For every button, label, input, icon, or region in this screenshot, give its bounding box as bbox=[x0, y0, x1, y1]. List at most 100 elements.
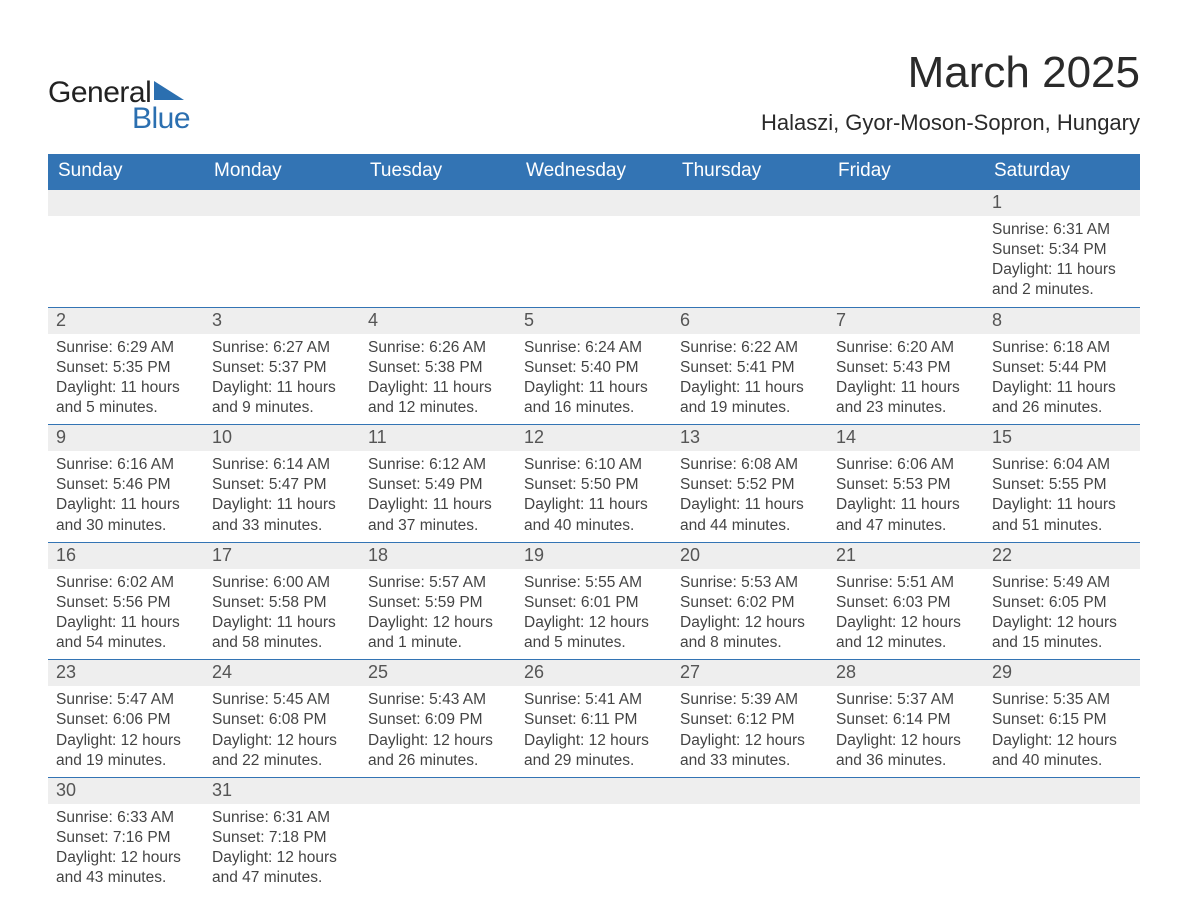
calendar-cell: 6Sunrise: 6:22 AMSunset: 5:41 PMDaylight… bbox=[672, 307, 828, 425]
day-number: 17 bbox=[204, 543, 360, 569]
day-data: Sunrise: 6:06 AMSunset: 5:53 PMDaylight:… bbox=[828, 451, 984, 542]
day-number bbox=[516, 778, 672, 804]
weekday-header: Friday bbox=[828, 154, 984, 190]
sunrise-line: Sunrise: 6:06 AM bbox=[836, 455, 976, 475]
day-number: 19 bbox=[516, 543, 672, 569]
sunrise-line: Sunrise: 5:53 AM bbox=[680, 573, 820, 593]
calendar-cell bbox=[360, 190, 516, 307]
sunrise-line: Sunrise: 5:37 AM bbox=[836, 690, 976, 710]
day-number: 14 bbox=[828, 425, 984, 451]
calendar-cell: 14Sunrise: 6:06 AMSunset: 5:53 PMDayligh… bbox=[828, 425, 984, 543]
day-number: 4 bbox=[360, 308, 516, 334]
daylight-line: Daylight: 11 hours and 44 minutes. bbox=[680, 495, 820, 535]
day-number: 30 bbox=[48, 778, 204, 804]
sunset-line: Sunset: 6:06 PM bbox=[56, 710, 196, 730]
calendar-cell: 31Sunrise: 6:31 AMSunset: 7:18 PMDayligh… bbox=[204, 777, 360, 894]
day-number: 22 bbox=[984, 543, 1140, 569]
sunset-line: Sunset: 5:44 PM bbox=[992, 358, 1132, 378]
day-number: 18 bbox=[360, 543, 516, 569]
weekday-header-row: SundayMondayTuesdayWednesdayThursdayFrid… bbox=[48, 154, 1140, 190]
day-data: Sunrise: 6:14 AMSunset: 5:47 PMDaylight:… bbox=[204, 451, 360, 542]
sunset-line: Sunset: 5:59 PM bbox=[368, 593, 508, 613]
sunrise-line: Sunrise: 6:31 AM bbox=[992, 220, 1132, 240]
daylight-line: Daylight: 12 hours and 40 minutes. bbox=[992, 731, 1132, 771]
sunset-line: Sunset: 6:02 PM bbox=[680, 593, 820, 613]
calendar-cell: 28Sunrise: 5:37 AMSunset: 6:14 PMDayligh… bbox=[828, 660, 984, 778]
day-number: 27 bbox=[672, 660, 828, 686]
day-number bbox=[48, 190, 204, 216]
sunrise-line: Sunrise: 6:18 AM bbox=[992, 338, 1132, 358]
daylight-line: Daylight: 12 hours and 47 minutes. bbox=[212, 848, 352, 888]
sunrise-line: Sunrise: 6:02 AM bbox=[56, 573, 196, 593]
sunset-line: Sunset: 5:52 PM bbox=[680, 475, 820, 495]
calendar-cell bbox=[672, 190, 828, 307]
sunrise-line: Sunrise: 6:29 AM bbox=[56, 338, 196, 358]
day-data bbox=[984, 804, 1140, 882]
day-data: Sunrise: 5:53 AMSunset: 6:02 PMDaylight:… bbox=[672, 569, 828, 660]
calendar-cell bbox=[984, 777, 1140, 894]
day-number bbox=[360, 190, 516, 216]
calendar-cell: 25Sunrise: 5:43 AMSunset: 6:09 PMDayligh… bbox=[360, 660, 516, 778]
day-data: Sunrise: 6:24 AMSunset: 5:40 PMDaylight:… bbox=[516, 334, 672, 425]
day-number bbox=[672, 778, 828, 804]
day-data: Sunrise: 6:16 AMSunset: 5:46 PMDaylight:… bbox=[48, 451, 204, 542]
sunset-line: Sunset: 5:49 PM bbox=[368, 475, 508, 495]
sunset-line: Sunset: 6:14 PM bbox=[836, 710, 976, 730]
daylight-line: Daylight: 11 hours and 47 minutes. bbox=[836, 495, 976, 535]
sunrise-line: Sunrise: 6:20 AM bbox=[836, 338, 976, 358]
day-number: 2 bbox=[48, 308, 204, 334]
sunset-line: Sunset: 6:05 PM bbox=[992, 593, 1132, 613]
daylight-line: Daylight: 11 hours and 30 minutes. bbox=[56, 495, 196, 535]
day-number: 5 bbox=[516, 308, 672, 334]
header: General Blue March 2025 Halaszi, Gyor-Mo… bbox=[48, 48, 1140, 136]
calendar-cell: 7Sunrise: 6:20 AMSunset: 5:43 PMDaylight… bbox=[828, 307, 984, 425]
calendar-table: SundayMondayTuesdayWednesdayThursdayFrid… bbox=[48, 154, 1140, 894]
daylight-line: Daylight: 11 hours and 2 minutes. bbox=[992, 260, 1132, 300]
day-data: Sunrise: 5:51 AMSunset: 6:03 PMDaylight:… bbox=[828, 569, 984, 660]
calendar-cell: 21Sunrise: 5:51 AMSunset: 6:03 PMDayligh… bbox=[828, 542, 984, 660]
sunrise-line: Sunrise: 5:35 AM bbox=[992, 690, 1132, 710]
logo-text-blue: Blue bbox=[132, 102, 190, 136]
day-data: Sunrise: 6:02 AMSunset: 5:56 PMDaylight:… bbox=[48, 569, 204, 660]
sunrise-line: Sunrise: 5:43 AM bbox=[368, 690, 508, 710]
daylight-line: Daylight: 11 hours and 5 minutes. bbox=[56, 378, 196, 418]
sunrise-line: Sunrise: 6:16 AM bbox=[56, 455, 196, 475]
sunrise-line: Sunrise: 5:49 AM bbox=[992, 573, 1132, 593]
daylight-line: Daylight: 12 hours and 29 minutes. bbox=[524, 731, 664, 771]
sunset-line: Sunset: 5:58 PM bbox=[212, 593, 352, 613]
day-number bbox=[672, 190, 828, 216]
sunrise-line: Sunrise: 5:51 AM bbox=[836, 573, 976, 593]
day-number: 29 bbox=[984, 660, 1140, 686]
daylight-line: Daylight: 12 hours and 5 minutes. bbox=[524, 613, 664, 653]
daylight-line: Daylight: 12 hours and 8 minutes. bbox=[680, 613, 820, 653]
calendar-cell bbox=[48, 190, 204, 307]
day-number: 20 bbox=[672, 543, 828, 569]
sunrise-line: Sunrise: 5:45 AM bbox=[212, 690, 352, 710]
sunrise-line: Sunrise: 6:33 AM bbox=[56, 808, 196, 828]
calendar-cell: 11Sunrise: 6:12 AMSunset: 5:49 PMDayligh… bbox=[360, 425, 516, 543]
sunset-line: Sunset: 5:37 PM bbox=[212, 358, 352, 378]
calendar-cell bbox=[828, 777, 984, 894]
day-data: Sunrise: 5:47 AMSunset: 6:06 PMDaylight:… bbox=[48, 686, 204, 777]
daylight-line: Daylight: 11 hours and 54 minutes. bbox=[56, 613, 196, 653]
calendar-cell bbox=[516, 777, 672, 894]
sunset-line: Sunset: 5:50 PM bbox=[524, 475, 664, 495]
calendar-cell: 20Sunrise: 5:53 AMSunset: 6:02 PMDayligh… bbox=[672, 542, 828, 660]
day-number bbox=[828, 190, 984, 216]
calendar-row: 1Sunrise: 6:31 AMSunset: 5:34 PMDaylight… bbox=[48, 190, 1140, 307]
sunrise-line: Sunrise: 6:08 AM bbox=[680, 455, 820, 475]
daylight-line: Daylight: 11 hours and 37 minutes. bbox=[368, 495, 508, 535]
day-number: 10 bbox=[204, 425, 360, 451]
day-number: 25 bbox=[360, 660, 516, 686]
day-data bbox=[360, 804, 516, 882]
daylight-line: Daylight: 11 hours and 19 minutes. bbox=[680, 378, 820, 418]
sunset-line: Sunset: 7:16 PM bbox=[56, 828, 196, 848]
daylight-line: Daylight: 12 hours and 22 minutes. bbox=[212, 731, 352, 771]
sunset-line: Sunset: 5:40 PM bbox=[524, 358, 664, 378]
day-data: Sunrise: 6:33 AMSunset: 7:16 PMDaylight:… bbox=[48, 804, 204, 895]
day-number: 16 bbox=[48, 543, 204, 569]
calendar-cell: 29Sunrise: 5:35 AMSunset: 6:15 PMDayligh… bbox=[984, 660, 1140, 778]
daylight-line: Daylight: 11 hours and 51 minutes. bbox=[992, 495, 1132, 535]
day-number bbox=[828, 778, 984, 804]
weekday-header: Tuesday bbox=[360, 154, 516, 190]
